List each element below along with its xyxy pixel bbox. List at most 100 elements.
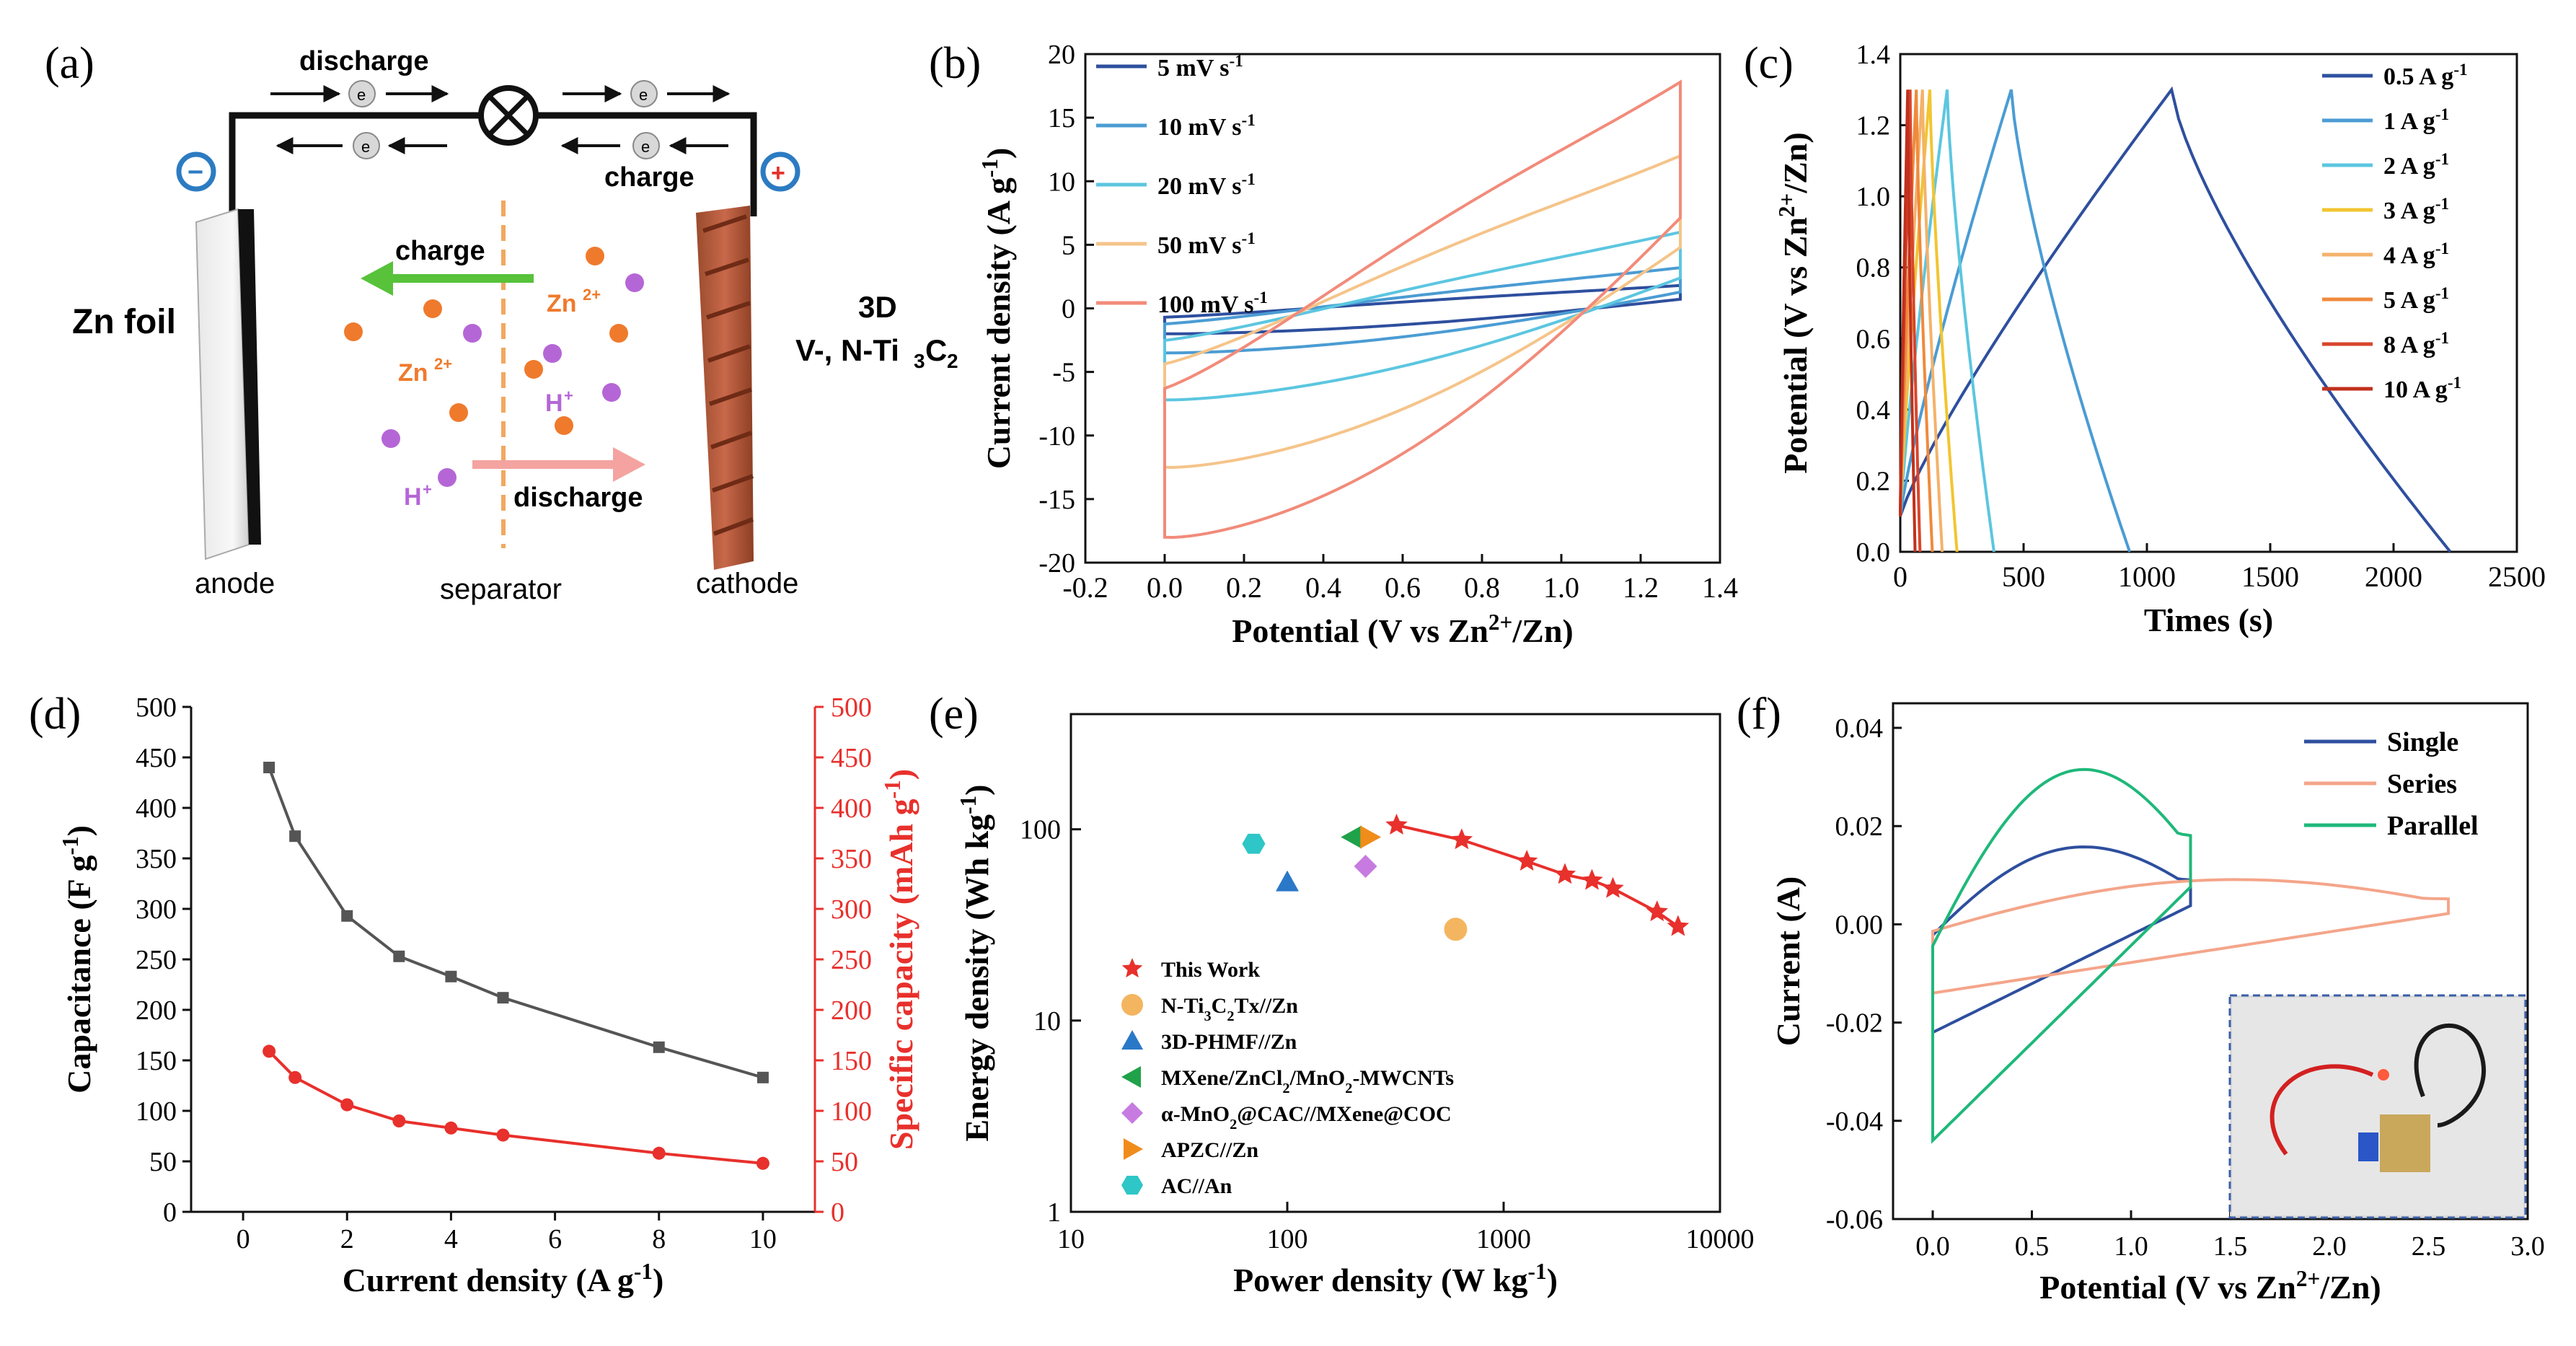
x-tick-label: -0.2	[1062, 571, 1108, 604]
this-work-point	[1646, 900, 1668, 922]
this-work-point	[1667, 915, 1690, 936]
legend-marker	[1121, 1030, 1143, 1050]
x-tick-label: 10	[1057, 1224, 1085, 1254]
legend-entry: 50 mV s-1	[1157, 229, 1256, 259]
y-tick-label-right: 50	[831, 1147, 858, 1177]
electron-arrows	[270, 85, 731, 154]
legend-entry: Parallel	[2387, 811, 2479, 841]
h-ion-sup-1: +	[564, 387, 573, 405]
series-line-0	[268, 767, 764, 1079]
legend-entry: 1 A g-1	[2383, 105, 2449, 135]
legend-entry: 100 mV s-1	[1157, 289, 1268, 318]
panel-a-label: (a)	[45, 39, 94, 88]
led-light	[2378, 1069, 2389, 1081]
x-axis-label: Times (s)	[2144, 602, 2273, 638]
legend-marker	[1121, 1066, 1141, 1088]
data-point	[263, 1044, 276, 1058]
electron-label-1: e	[357, 86, 366, 104]
data-point	[288, 1070, 302, 1084]
this-work-point	[1602, 876, 1624, 898]
x-tick-label: 2500	[2488, 560, 2546, 593]
gcd-curve-7	[1899, 89, 1917, 553]
panel-f-label: (f)	[1737, 690, 1781, 739]
x-tick-label: 0.0	[1147, 571, 1183, 604]
y-axis-label-right: Specific capacity (mAh g-1)	[880, 769, 920, 1150]
x-tick-label: 8	[652, 1224, 666, 1254]
panel-e-label: (e)	[929, 690, 979, 739]
legend-marker	[1121, 994, 1143, 1016]
data-point	[652, 1146, 666, 1160]
x-tick-label: 10	[749, 1224, 777, 1254]
y-tick-label-right: 0	[831, 1197, 844, 1228]
data-point	[1444, 918, 1468, 941]
legend-entry: 8 A g-1	[2383, 329, 2449, 359]
this-work-line	[1396, 824, 1680, 928]
cathode-label-sub3: 3	[914, 350, 925, 372]
y-tick-label-right: 100	[831, 1096, 872, 1127]
data-point	[1360, 825, 1382, 849]
y-tick-label: 0	[1062, 294, 1075, 325]
series-line-1	[268, 1050, 764, 1165]
legend-marker	[1121, 1102, 1143, 1124]
minus-terminal-icon: −	[176, 151, 216, 192]
discharge-arrow-icon	[472, 447, 645, 482]
data-point	[445, 970, 457, 982]
panel-a: (a) discharge charge e e e	[45, 39, 958, 605]
x-axis-label: Potential (V vs Zn2+/Zn)	[2039, 1266, 2381, 1306]
data-point	[496, 1128, 510, 1142]
this-work-point	[1553, 863, 1576, 884]
y-tick-label: 0.00	[1835, 910, 1884, 940]
y-tick-label: 300	[136, 894, 177, 925]
data-point	[497, 992, 509, 1004]
data-point	[1242, 833, 1266, 854]
data-point	[757, 1071, 769, 1083]
x-tick-label: 2	[340, 1224, 354, 1254]
x-tick-label: 10000	[1686, 1224, 1755, 1254]
y-axis-label: Potential (V vs Zn2+/Zn)	[1774, 132, 1814, 474]
zn-foil-label: Zn foil	[72, 303, 176, 341]
electron-label-4: e	[641, 138, 650, 156]
y-axis-label: Energy density (Wh kg-1)	[956, 784, 996, 1141]
x-axis-label: Current density (A g-1)	[343, 1259, 664, 1299]
y-tick-label: -15	[1038, 485, 1075, 515]
panel-f-chart: (f) 0.0 0.5 1.0 1.5 2.0 2.5 3.0 -0.06 -0.04 -0.02 0…	[1737, 690, 2545, 1306]
gcd-curve-0	[1899, 86, 2452, 553]
y-tick-label: 350	[136, 844, 177, 874]
y-axis-label: Current (A)	[1770, 876, 1807, 1046]
y-tick-label: 0.4	[1856, 395, 1891, 426]
x-tick-label: 500	[2002, 560, 2045, 593]
separator-label: separator	[440, 573, 562, 605]
panel-b-label: (b)	[929, 39, 981, 88]
data-point	[444, 1121, 458, 1135]
gcd-curve-1	[1899, 89, 2131, 553]
data-point	[1341, 825, 1362, 849]
this-work-point	[1581, 868, 1603, 890]
h-ion-label-2: H	[404, 483, 422, 511]
this-work-point	[1515, 850, 1538, 871]
y-axis-label-left: Capacitance (F g-1)	[58, 825, 98, 1094]
legend-marker	[1121, 1176, 1143, 1195]
data-point	[263, 762, 275, 773]
h-ions	[381, 273, 644, 487]
cathode-label-sub2: 2	[947, 350, 958, 372]
y-tick-label: 0.6	[1856, 324, 1891, 354]
charge-top-label: charge	[604, 162, 694, 193]
panel-d-label: (d)	[29, 690, 81, 739]
data-point	[392, 1114, 406, 1127]
svg-text:−: −	[188, 157, 203, 188]
charge-arrow-icon	[361, 261, 534, 296]
data-point	[341, 910, 353, 922]
legend-entry: 0.5 A g-1	[2383, 61, 2468, 90]
x-tick-label: 1000	[2118, 560, 2176, 593]
y-tick-label: 0.0	[1856, 537, 1891, 568]
y-axis-label: Current density (A g-1)	[977, 148, 1018, 470]
zn-ion-sup-2: 2+	[434, 355, 452, 373]
x-tick-label: 0.2	[1226, 571, 1262, 604]
zn-ion-label-2: Zn	[398, 359, 428, 387]
x-tick-label: 0.4	[1305, 571, 1341, 604]
x-tick-label: 2000	[2365, 560, 2422, 593]
cathode-label-line1: 3D	[858, 290, 897, 324]
legend-marker	[1121, 958, 1143, 978]
